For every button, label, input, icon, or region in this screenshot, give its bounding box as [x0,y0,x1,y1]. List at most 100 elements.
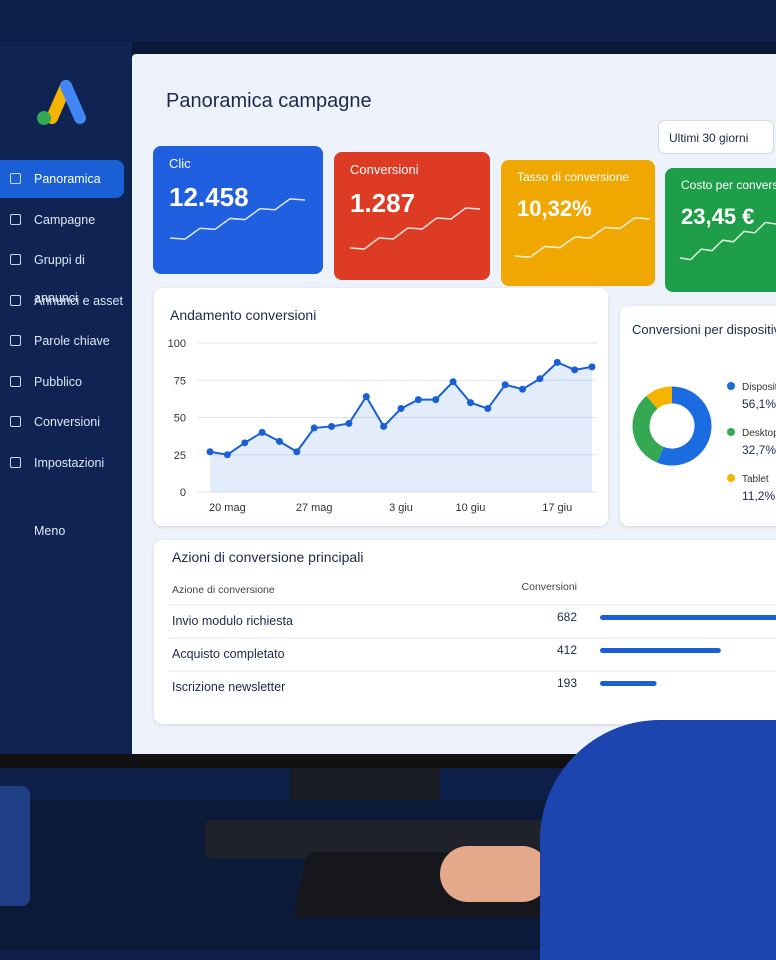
row-bar [600,648,721,653]
mug [0,786,30,906]
point [258,428,266,436]
legend-label: Desktop [742,428,776,439]
row-value: 193 [557,676,577,690]
point [328,422,336,430]
point [588,363,596,371]
kpi-value: 12.458 [169,182,249,212]
column-header: Conversioni [522,581,577,593]
point [432,396,440,404]
logo [37,80,86,125]
point [362,393,370,401]
nav-item[interactable]: Panoramica [0,160,124,198]
point [501,381,509,389]
nav-icon [10,213,21,225]
point [553,358,561,366]
point [310,424,318,432]
kpi-label: Clic [169,156,191,171]
nav-icon [10,173,21,184]
legend-label: Dispositi [742,382,776,393]
legend-label: Tablet [742,474,769,485]
kpi-value: 1.287 [350,188,416,218]
x-tick-label: 20 mag [209,502,246,514]
sparkline [169,198,306,240]
point [571,366,579,374]
area [210,362,592,492]
point [345,419,353,427]
row-bar [600,615,776,620]
nav-item[interactable]: Gruppi di annunci [0,241,124,305]
date-range-dropdown[interactable]: Ultimi 30 giorni [658,120,774,154]
row-value: 682 [557,610,577,624]
legend-value: 11,2% [742,489,775,503]
row-value: 412 [557,643,577,657]
point [449,378,457,386]
nav-icon [10,294,21,306]
kpi-value: 10,32% [517,196,592,221]
table-title: Azioni di conversione principali [172,549,363,565]
sparkline [679,221,776,261]
donut-segment [632,395,665,463]
row-bar [600,681,657,686]
donut-segment [657,386,712,466]
table-panel [154,540,776,724]
row-name: Iscrizione newsletter [172,680,285,694]
chart-title: Conversioni per dispositivo [632,322,776,337]
nav-item[interactable]: Parole chiave [0,322,124,360]
point [466,399,474,407]
nav-icon [10,375,21,387]
point [206,448,214,456]
y-tick-label: 0 [180,487,186,499]
nav-item[interactable]: Conversioni [0,403,124,441]
y-tick-label: 75 [174,375,186,387]
point [414,396,422,404]
nav-icon [10,335,21,346]
point [397,405,405,413]
kpi-card: Tasso di conversione 10,32% [501,160,655,286]
sidebar: Panoramica Campagne Gruppi di annunci Annun… [0,42,132,754]
point [536,375,544,383]
row-name: Acquisto completato [172,647,285,661]
legend-value: 32,7% [742,443,776,457]
nav-icon [10,254,21,265]
row-name: Invio modulo richiesta [172,614,293,628]
kpi-label: Costo per conversion [681,178,776,192]
kpi-card: Conversioni 1.287 [334,152,490,280]
nav-item[interactable]: Campagne [0,201,124,239]
monitor-screen: Panoramica Campagne Gruppi di annunci Annun… [0,42,776,754]
person-arm [540,720,776,960]
point [275,437,283,445]
legend-dot [727,474,735,482]
x-tick-label: 27 mag [296,502,333,514]
x-tick-label: 10 giu [455,502,485,514]
nav-item[interactable]: Impostazioni [0,444,124,482]
donut-segment [646,386,673,410]
point [223,451,231,459]
point [484,405,492,413]
chart-title: Andamento conversioni [170,307,316,323]
point [380,422,388,430]
kpi-card: Clic 12.458 [153,146,323,274]
y-tick-label: 50 [174,413,186,425]
legend-dot [727,428,735,436]
nav-item[interactable]: Pubblico [0,363,124,401]
nav-item[interactable]: Annunci e asset [0,282,124,320]
y-tick-label: 25 [174,450,186,462]
legend-dot [727,382,735,390]
legend-value: 56,1% [742,397,776,411]
point [293,448,301,456]
x-tick-label: 3 giu [389,502,413,514]
nav-more[interactable]: Meno [34,524,66,538]
kpi-label: Tasso di conversione [517,170,630,184]
line-chart-panel [154,288,608,526]
hand [440,846,550,902]
point [519,385,527,393]
nav-icon [10,416,21,427]
kpi-value: 23,45 € [681,204,755,229]
kpi-label: Conversioni [350,162,419,177]
nav-icon [10,456,21,468]
main-area: Panoramica campagne Ultimi 30 giorni Cli… [132,54,776,754]
y-tick-label: 100 [168,338,186,350]
x-tick-label: 17 giu [542,502,572,514]
